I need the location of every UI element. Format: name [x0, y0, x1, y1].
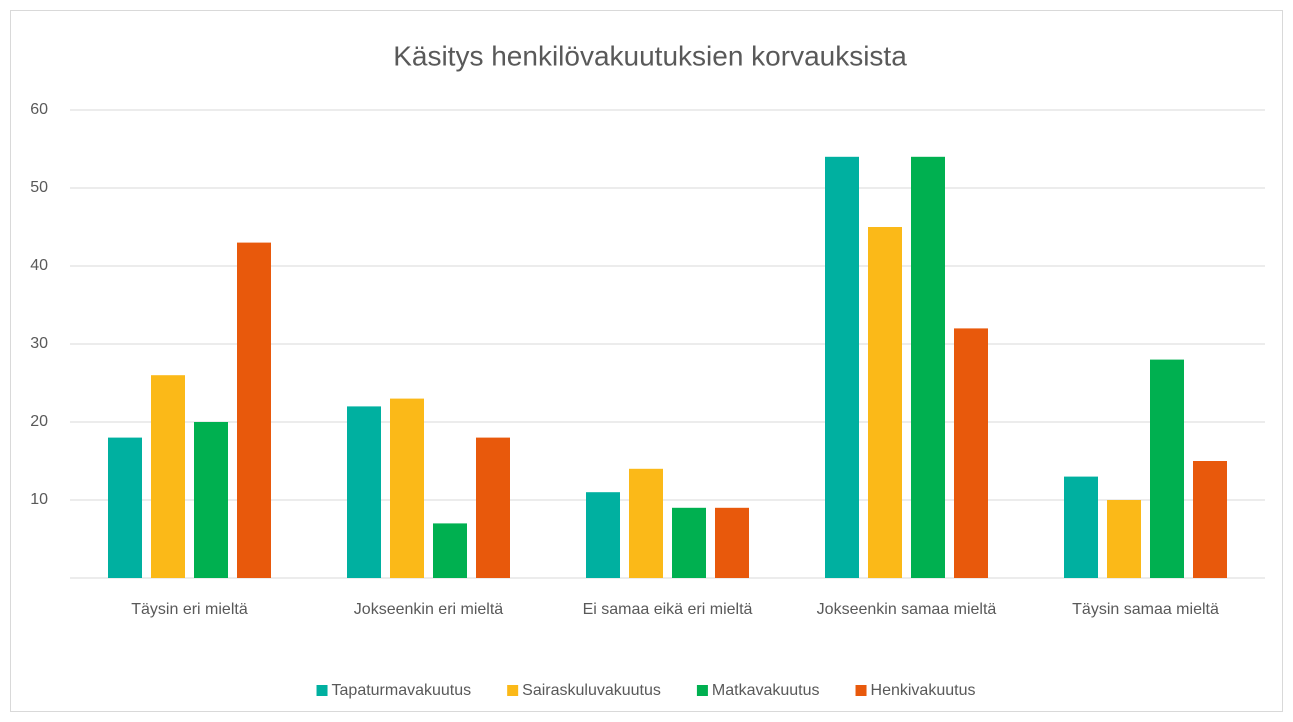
chart-title: Käsitys henkilövakuutuksien korvauksista — [393, 40, 907, 71]
x-tick-label: Jokseenkin samaa mieltä — [816, 601, 997, 618]
bar — [954, 328, 988, 578]
bar — [433, 523, 467, 578]
bar — [715, 507, 749, 578]
y-tick-label: 30 — [30, 335, 48, 352]
bar — [151, 375, 185, 578]
bar — [194, 422, 228, 578]
legend-swatch — [507, 685, 519, 696]
x-tick-label: Täysin eri mieltä — [131, 601, 248, 618]
legend-label: Tapaturmavakuutus — [332, 682, 472, 699]
bar — [911, 156, 945, 579]
x-tick-label: Ei samaa eikä eri mieltä — [582, 601, 753, 618]
bar — [672, 507, 706, 578]
y-tick-label: 10 — [30, 491, 48, 508]
legend-label: Sairaskuluvakuutus — [522, 682, 661, 699]
y-tick-label: 20 — [30, 413, 48, 430]
x-tick-label: Jokseenkin eri mieltä — [353, 601, 504, 618]
legend-label: Matkavakuutus — [712, 682, 820, 699]
chart-frame — [10, 10, 1283, 712]
y-tick-label: 40 — [30, 257, 48, 274]
y-tick-label: 50 — [30, 179, 48, 196]
bar — [825, 156, 859, 579]
bar — [237, 242, 271, 578]
y-tick-label: 60 — [30, 101, 48, 118]
legend-swatch — [696, 685, 708, 696]
legend-swatch — [316, 685, 328, 696]
bar — [1150, 359, 1184, 578]
bar — [476, 437, 510, 578]
bar — [868, 227, 902, 578]
bar — [108, 437, 142, 578]
bar — [629, 468, 663, 578]
bar — [1193, 461, 1227, 578]
bar — [1064, 476, 1098, 578]
bar — [586, 492, 620, 578]
legend-swatch — [855, 685, 867, 696]
bar — [390, 398, 424, 578]
bar — [347, 406, 381, 578]
legend-label: Henkivakuutus — [871, 682, 976, 699]
bar — [1107, 500, 1141, 578]
x-tick-label: Täysin samaa mieltä — [1072, 601, 1219, 618]
